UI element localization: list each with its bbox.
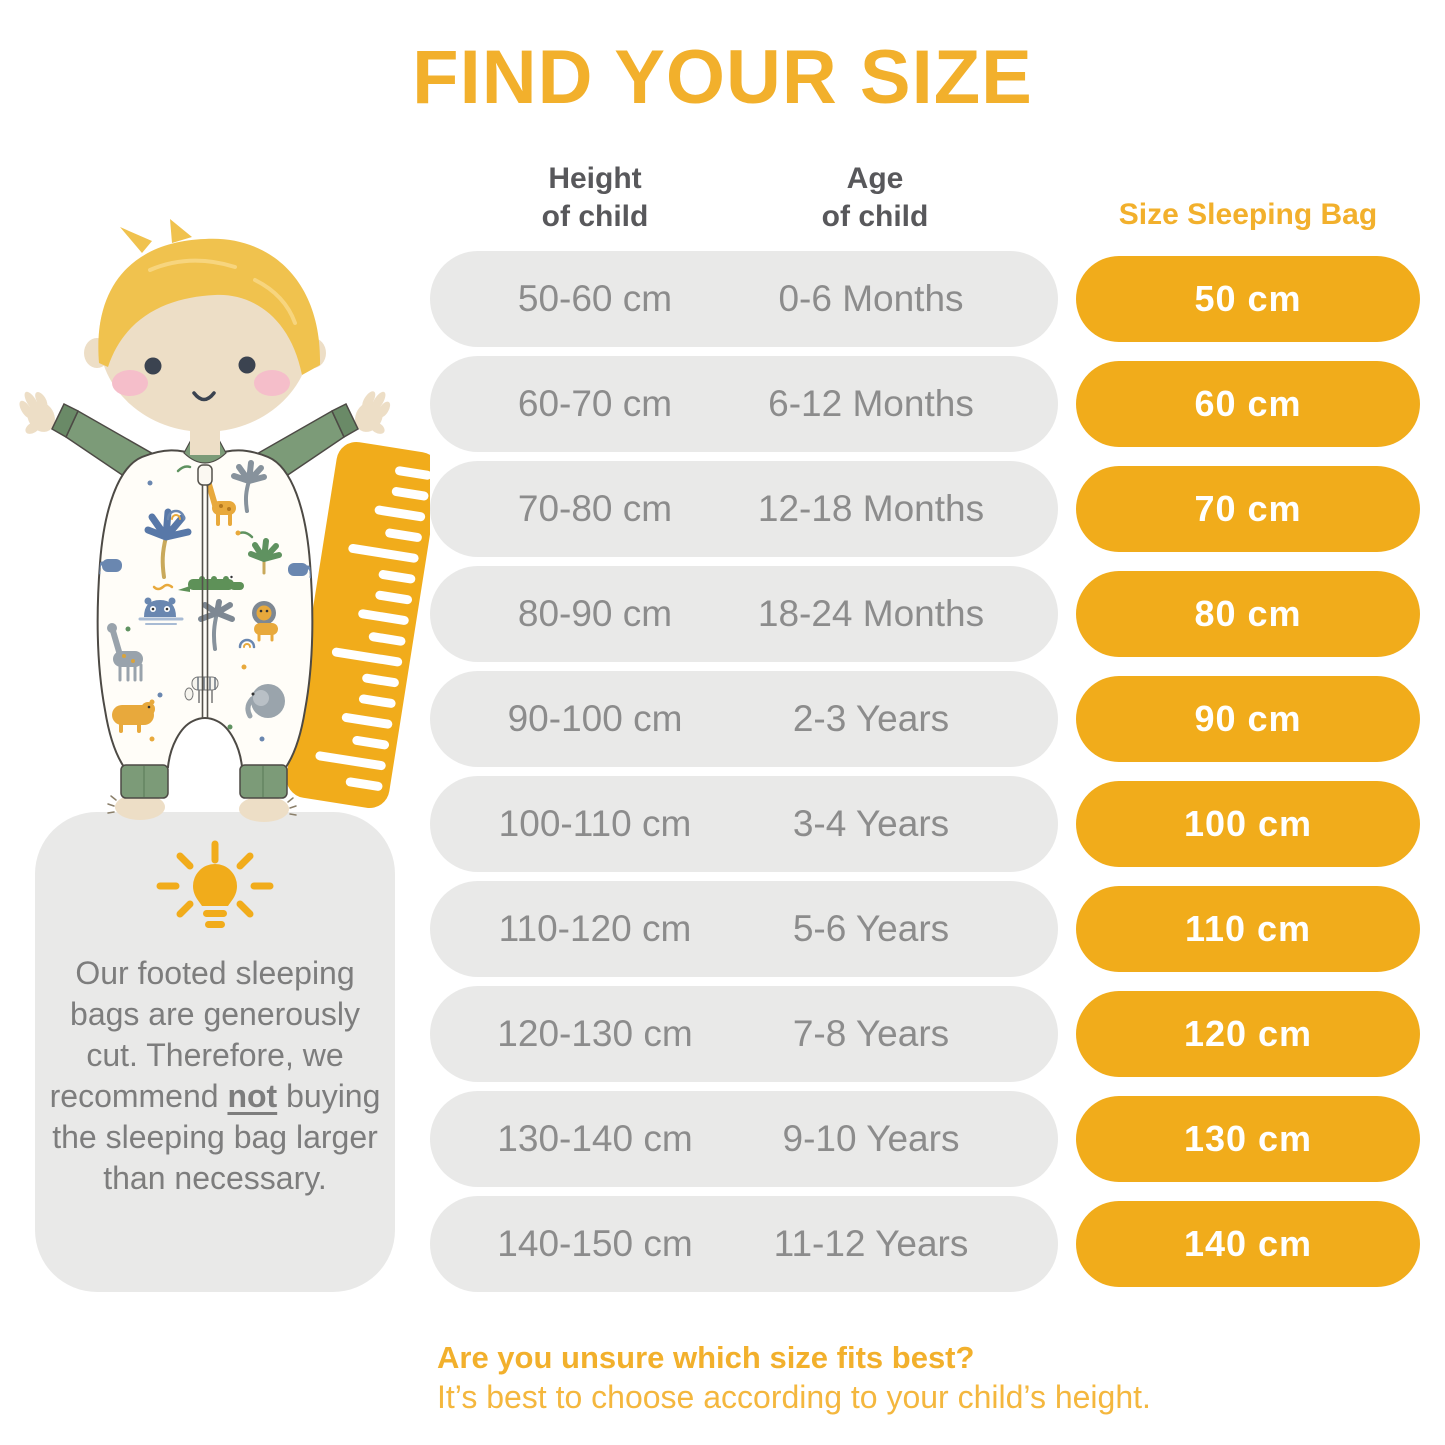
height-cell: 130-140 cm: [497, 1118, 693, 1159]
age-cell: 5-6 Years: [792, 908, 950, 949]
height-cell: 100-110 cm: [498, 803, 692, 844]
table-row: 140-150 cm 11-12 Years 140 cm: [430, 1196, 1420, 1292]
row-pill: 70-80 cm 12-18 Months: [430, 461, 1058, 557]
age-cell: 6-12 Months: [768, 383, 974, 424]
row-pill: 60-70 cm 6-12 Months: [430, 356, 1058, 452]
size-pill: 60 cm: [1076, 361, 1420, 447]
size-pill: 70 cm: [1076, 466, 1420, 552]
column-header-height: Height of child: [430, 160, 760, 236]
age-cell: 9-10 Years: [782, 1118, 960, 1159]
row-pill: 120-130 cm 7-8 Years: [430, 986, 1058, 1082]
size-pill: 130 cm: [1076, 1096, 1420, 1182]
height-cell: 90-100 cm: [507, 698, 683, 739]
height-cell: 70-80 cm: [517, 488, 673, 529]
height-cell: 140-150 cm: [497, 1223, 693, 1264]
child-illustration: [19, 219, 430, 822]
size-pill: 100 cm: [1076, 781, 1420, 867]
height-cell: 50-60 cm: [517, 278, 673, 319]
height-cell: 110-120 cm: [498, 908, 692, 949]
child-head: [84, 219, 326, 455]
table-row: 50-60 cm 0-6 Months 50 cm: [430, 251, 1420, 347]
lightbulb-icon: [156, 840, 274, 928]
row-pill: 50-60 cm 0-6 Months: [430, 251, 1058, 347]
age-cell: 0-6 Months: [778, 278, 964, 319]
height-cell: 120-130 cm: [497, 1013, 693, 1054]
safari-print-pattern: [97, 460, 313, 742]
table-row: 90-100 cm 2-3 Years 90 cm: [430, 671, 1420, 767]
table-row: 120-130 cm 7-8 Years 120 cm: [430, 986, 1420, 1082]
row-pill: 90-100 cm 2-3 Years: [430, 671, 1058, 767]
table-row: 110-120 cm 5-6 Years 110 cm: [430, 881, 1420, 977]
age-cell: 12-18 Months: [757, 488, 985, 529]
age-cell: 2-3 Years: [792, 698, 950, 739]
row-pill: 80-90 cm 18-24 Months: [430, 566, 1058, 662]
table-row: 60-70 cm 6-12 Months 60 cm: [430, 356, 1420, 452]
height-cell: 60-70 cm: [517, 383, 673, 424]
page-title: FIND YOUR SIZE: [412, 35, 1033, 120]
table-row: 70-80 cm 12-18 Months 70 cm: [430, 461, 1420, 557]
footer-question: Are you unsure which size fits best?: [437, 1340, 975, 1375]
size-pill: 90 cm: [1076, 676, 1420, 762]
table-row: 80-90 cm 18-24 Months 80 cm: [430, 566, 1420, 662]
column-header-height-line2: of child: [541, 200, 649, 233]
row-pill: 140-150 cm 11-12 Years: [430, 1196, 1058, 1292]
table-row: 100-110 cm 3-4 Years 100 cm: [430, 776, 1420, 872]
footer-answer: It’s best to choose according to your ch…: [437, 1379, 1151, 1415]
size-pill: 120 cm: [1076, 991, 1420, 1077]
column-header-size: Size Sleeping Bag: [1118, 198, 1378, 231]
size-table: 50-60 cm 0-6 Months 50 cm 60-70 cm 6-12 …: [430, 251, 1420, 1301]
age-cell: 7-8 Years: [792, 1013, 950, 1054]
row-pill: 110-120 cm 5-6 Years: [430, 881, 1058, 977]
tip-text-before: Our footed sleeping bags are generously …: [49, 955, 360, 1114]
age-cell: 3-4 Years: [792, 803, 950, 844]
size-pill: 110 cm: [1076, 886, 1420, 972]
column-header-age-line1: Age: [846, 162, 904, 195]
tip-text: Our footed sleeping bags are generously …: [43, 953, 387, 1199]
age-cell: 18-24 Months: [757, 593, 985, 634]
size-pill: 140 cm: [1076, 1201, 1420, 1287]
column-header-age-line2: of child: [821, 200, 929, 233]
size-pill: 80 cm: [1076, 571, 1420, 657]
zipper: [197, 464, 213, 718]
size-pill: 50 cm: [1076, 256, 1420, 342]
tip-text-emphasis: not: [227, 1078, 278, 1114]
growth-ruler-graphic: [286, 441, 430, 809]
feet: [107, 794, 297, 822]
column-header-age: Age of child: [725, 160, 1025, 236]
tip-text-after: buying the sleeping bag larger than nece…: [52, 1078, 381, 1196]
tip-box: Our footed sleeping bags are generously …: [35, 812, 395, 1292]
row-pill: 100-110 cm 3-4 Years: [430, 776, 1058, 872]
column-header-height-line1: Height: [548, 162, 642, 195]
age-cell: 11-12 Years: [773, 1223, 969, 1264]
leg-cuffs: [120, 764, 288, 799]
height-cell: 80-90 cm: [517, 593, 673, 634]
table-row: 130-140 cm 9-10 Years 130 cm: [430, 1091, 1420, 1187]
row-pill: 130-140 cm 9-10 Years: [430, 1091, 1058, 1187]
